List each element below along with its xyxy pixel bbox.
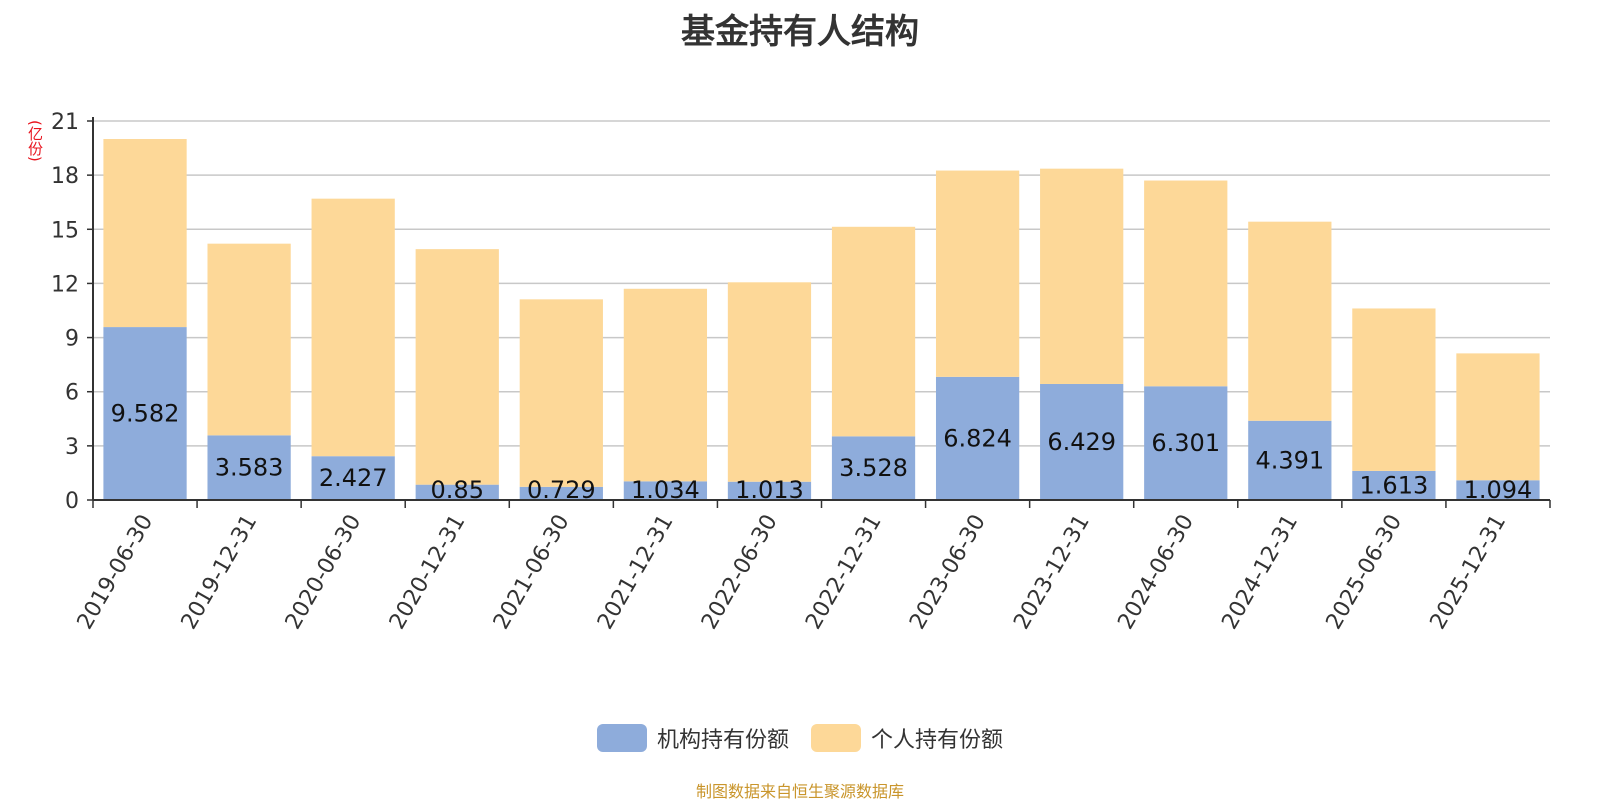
bars	[103, 139, 1540, 500]
bar-institutional	[519, 486, 603, 500]
bar-individual	[103, 139, 187, 328]
chart-title: 基金持有人结构	[681, 12, 919, 52]
data-label-institutional: 3.583	[215, 454, 284, 482]
bar-individual	[311, 198, 395, 457]
data-label-institutional: 4.391	[1255, 446, 1324, 474]
bar-institutional	[207, 435, 291, 500]
x-tick-label: 2022-06-30	[697, 511, 783, 634]
legend-item-institutional[interactable]: 机构持有份额	[596, 722, 789, 754]
x-tick-label: 2021-06-30	[489, 511, 575, 634]
data-label-institutional: 1.613	[1360, 471, 1429, 499]
source-note: 制图数据来自恒生聚源数据库	[695, 782, 904, 801]
x-tick-label: 2022-12-31	[801, 511, 887, 634]
y-tick-label: 3	[65, 435, 79, 460]
legend-swatch-institutional	[596, 724, 647, 752]
legend-label-institutional: 机构持有份额	[656, 728, 789, 753]
bar-institutional	[623, 481, 708, 500]
bar-individual	[727, 282, 812, 482]
bar-institutional	[1248, 420, 1332, 500]
y-axis-unit-label: (亿份)	[26, 120, 44, 162]
bar-individual	[1144, 180, 1228, 387]
x-tick-label: 2025-06-30	[1322, 511, 1408, 634]
y-tick-label: 0	[65, 489, 79, 514]
bar-individual	[935, 170, 1020, 377]
x-tick-label: 2020-12-31	[385, 511, 471, 634]
bar-institutional	[1456, 480, 1540, 500]
legend-label-individual: 个人持有份额	[871, 728, 1004, 753]
x-tick-label: 2025-12-31	[1426, 511, 1512, 634]
bar-individual	[1456, 353, 1540, 481]
bar-institutional	[831, 436, 916, 500]
bar-institutional	[103, 327, 187, 500]
data-label-institutional: 3.528	[839, 454, 908, 482]
bar-institutional	[1144, 386, 1228, 500]
bar-individual	[1040, 168, 1124, 384]
x-tick-label: 2019-12-31	[177, 511, 263, 634]
bar-individual	[831, 226, 916, 437]
legend-item-individual[interactable]: 个人持有份额	[811, 722, 1003, 754]
bar-individual	[1352, 308, 1436, 471]
x-tick-label: 2023-06-30	[905, 511, 991, 634]
x-tick-label: 2020-06-30	[281, 511, 367, 634]
data-label-institutional: 2.427	[319, 464, 388, 492]
bar-individual	[519, 299, 603, 487]
bar-individual	[415, 249, 499, 485]
data-label-institutional: 6.429	[1047, 428, 1116, 456]
bar-individual	[623, 288, 708, 482]
bar-institutional	[1352, 470, 1436, 500]
bar-individual	[1248, 221, 1332, 421]
data-label-institutional: 6.824	[943, 424, 1012, 452]
y-tick-label: 6	[65, 381, 79, 406]
bar-institutional	[727, 481, 812, 500]
x-tick-label: 2021-12-31	[593, 511, 679, 634]
bar-institutional	[1040, 383, 1124, 500]
y-tick-label: 18	[51, 164, 79, 189]
bar-institutional	[935, 376, 1020, 500]
bar-individual	[207, 243, 291, 436]
y-tick-label: 9	[65, 327, 79, 352]
legend: 机构持有份额 个人持有份额	[0, 722, 1600, 754]
y-tick-label: 12	[51, 272, 79, 297]
x-tick-label: 2019-06-30	[73, 511, 159, 634]
x-tick-label: 2023-12-31	[1009, 511, 1095, 634]
y-tick-label: 15	[51, 218, 79, 243]
x-tick-label: 2024-12-31	[1217, 511, 1303, 634]
data-label-institutional: 9.582	[111, 400, 180, 428]
data-label-institutional: 6.301	[1151, 429, 1220, 457]
x-tick-label: 2024-06-30	[1113, 511, 1199, 634]
bar-institutional	[415, 484, 499, 500]
bar-institutional	[311, 456, 395, 500]
legend-swatch-individual	[811, 724, 861, 752]
y-tick-label: 21	[51, 110, 79, 135]
